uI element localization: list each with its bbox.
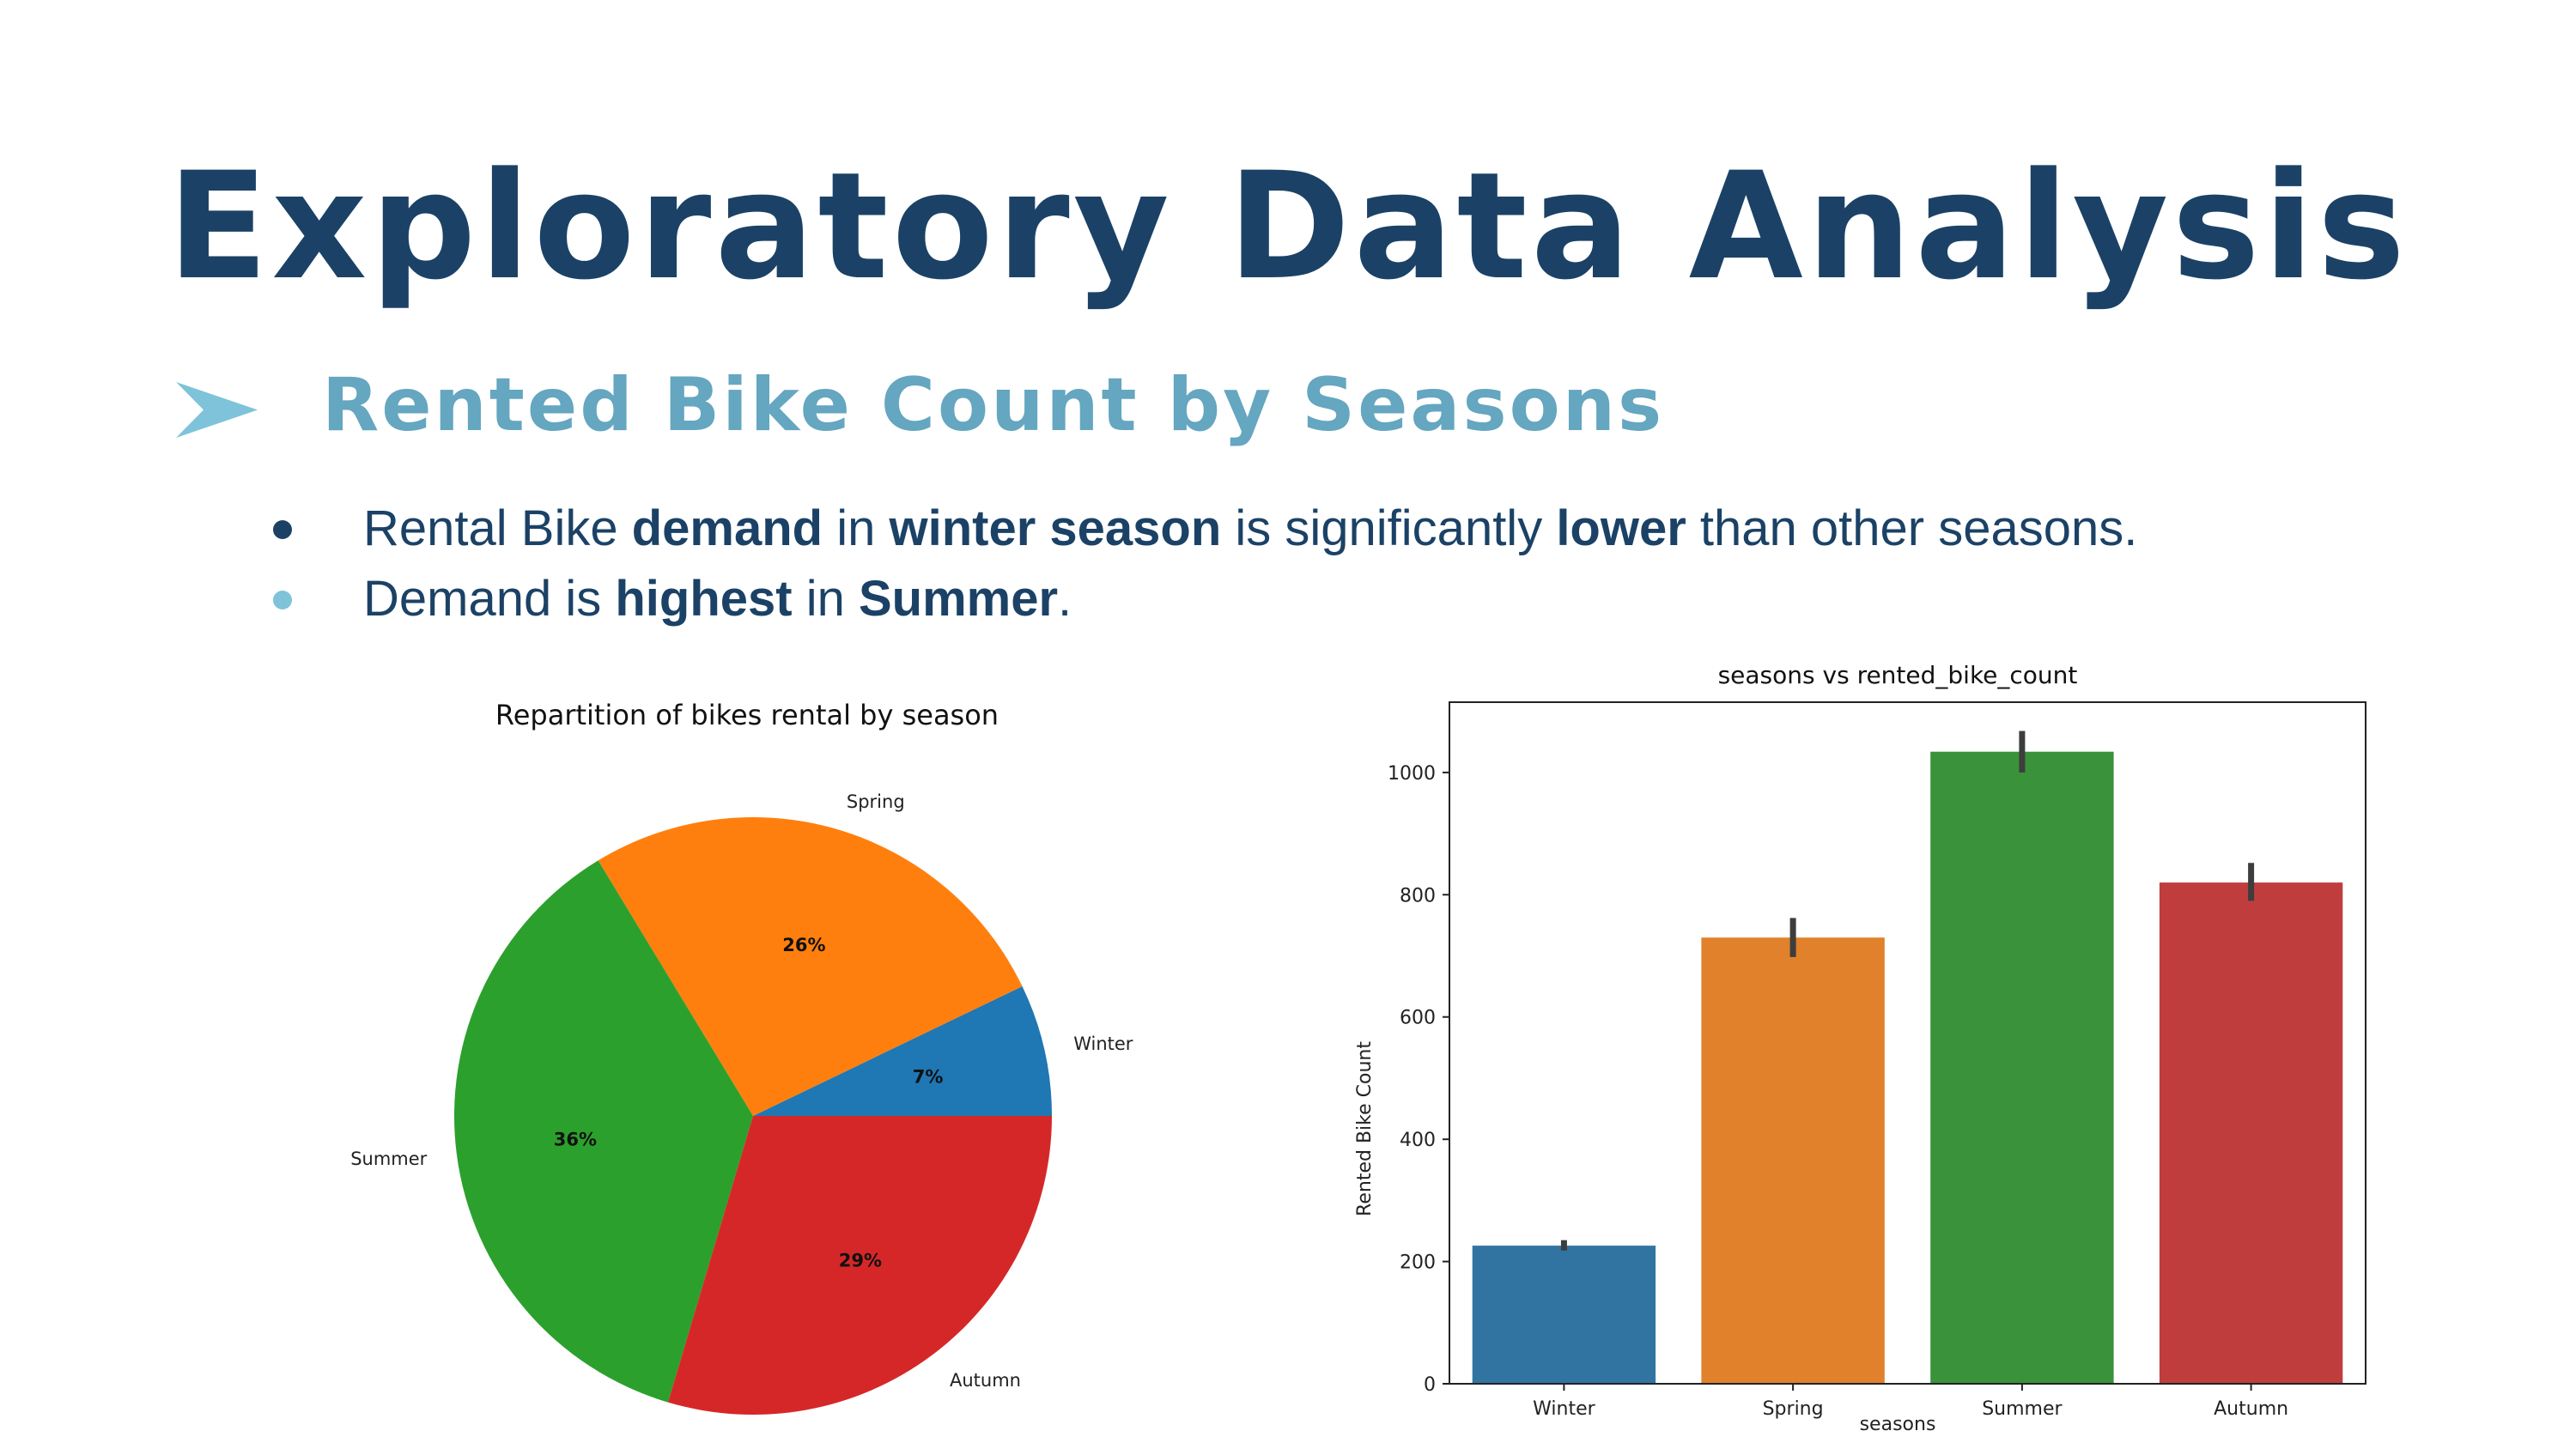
- bullet-item-2: Demand is highest in Summer.: [266, 564, 2137, 634]
- arrowhead-bullet-icon: [176, 382, 258, 438]
- pie-slice-percent-label: 29%: [839, 1250, 882, 1270]
- bullet-text-part: Rental Bike: [363, 500, 632, 556]
- pie-slice-category-label: Summer: [350, 1149, 427, 1169]
- bar-summer: [1930, 751, 2114, 1384]
- bullet-text-part: .: [1058, 571, 1072, 627]
- bullet-text-part: highest: [615, 571, 793, 627]
- bullet-text-part: is significantly: [1221, 500, 1557, 556]
- bar-chart-xlabel: seasons: [1860, 1414, 1936, 1435]
- pie-chart: Repartition of bikes rental by season 7%…: [350, 699, 1133, 1416]
- x-tick-label: Autumn: [2214, 1398, 2288, 1420]
- y-tick-label: 400: [1400, 1130, 1436, 1151]
- bar-winter: [1472, 1246, 1656, 1384]
- bullet-item-1: Rental Bike demand in winter season is s…: [266, 494, 2137, 564]
- bullet-dot-icon: [273, 591, 292, 609]
- page-title: Exploratory Data Analysis: [167, 140, 2409, 312]
- bullet-text-part: in: [792, 571, 859, 627]
- bar-chart-title: seasons vs rented_bike_count: [1718, 661, 2078, 689]
- bullet-text-part: demand: [631, 500, 823, 556]
- pie-slice-category-label: Autumn: [950, 1370, 1021, 1391]
- bar-autumn: [2159, 882, 2343, 1384]
- y-tick-label: 600: [1400, 1008, 1436, 1029]
- pie-slice-percent-label: 36%: [554, 1130, 597, 1150]
- bullet-text-part: winter season: [889, 500, 1222, 556]
- bullet-text-part: than other seasons.: [1686, 500, 2138, 556]
- pie-slice-percent-label: 7%: [913, 1067, 944, 1088]
- pie-chart-title: Repartition of bikes rental by season: [495, 699, 999, 731]
- y-tick-label: 1000: [1388, 763, 1436, 785]
- bar-chart-ylabel: Rented Bike Count: [1354, 1041, 1376, 1216]
- pie-slice-category-label: Spring: [847, 791, 905, 812]
- pie-slice-category-label: Winter: [1073, 1034, 1133, 1054]
- bullet-text-part: in: [823, 500, 890, 556]
- bullet-text-part: lower: [1556, 500, 1686, 556]
- y-tick-label: 800: [1400, 885, 1436, 906]
- x-tick-label: Spring: [1763, 1398, 1824, 1420]
- pie-slice-summer: [453, 860, 753, 1403]
- y-tick-label: 0: [1424, 1374, 1436, 1396]
- bar-chart: seasons vs rented_bike_count Winter Sprin…: [1354, 661, 2366, 1435]
- pie-slice-winter: [753, 986, 1052, 1116]
- bullet-list: Rental Bike demand in winter season is s…: [266, 494, 2137, 634]
- pie-slice-autumn: [667, 1116, 1052, 1416]
- bullet-text-part: Demand is: [363, 571, 616, 627]
- bullet-dot-icon: [273, 520, 292, 539]
- pie-slice-spring: [598, 816, 1023, 1116]
- section-subtitle: Rented Bike Count by Seasons: [322, 362, 1665, 448]
- pie-slice-percent-label: 26%: [782, 935, 825, 955]
- bar-plot-frame: [1449, 701, 2366, 1385]
- bullet-text-part: Summer: [858, 571, 1059, 627]
- bar-spring: [1701, 937, 1885, 1384]
- x-tick-label: Summer: [1982, 1398, 2063, 1420]
- x-tick-label: Winter: [1533, 1398, 1595, 1420]
- y-tick-label: 200: [1400, 1252, 1436, 1274]
